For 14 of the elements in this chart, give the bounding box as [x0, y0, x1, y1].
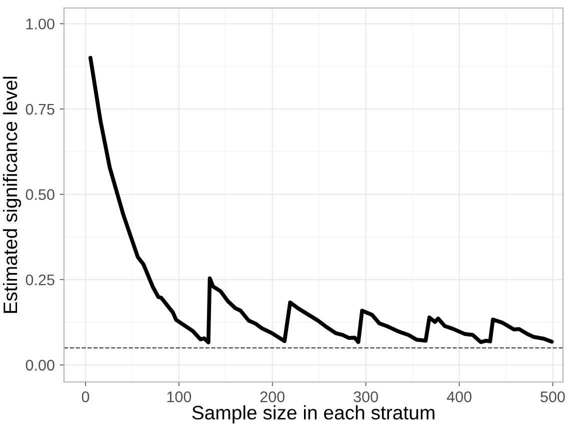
x-tick-label: 100	[167, 391, 192, 402]
y-tick-label: 0.00	[26, 360, 54, 371]
y-tick-label: 1.00	[26, 18, 54, 30]
x-tick-label: 300	[354, 391, 378, 402]
y-tick-label: 0.75	[26, 104, 54, 115]
x-tick-label: 0	[82, 391, 90, 402]
y-axis-title: Estimated significance level	[2, 76, 22, 313]
x-tick-label: 500	[540, 391, 565, 402]
line-series	[88, 56, 554, 344]
x-axis-title: Sample size in each stratum	[192, 405, 434, 424]
y-tick-label: 0.50	[26, 189, 54, 200]
x-tick-label: 400	[446, 391, 472, 402]
y-tick-label: 0.25	[26, 274, 54, 286]
x-tick-label: 200	[260, 391, 285, 402]
